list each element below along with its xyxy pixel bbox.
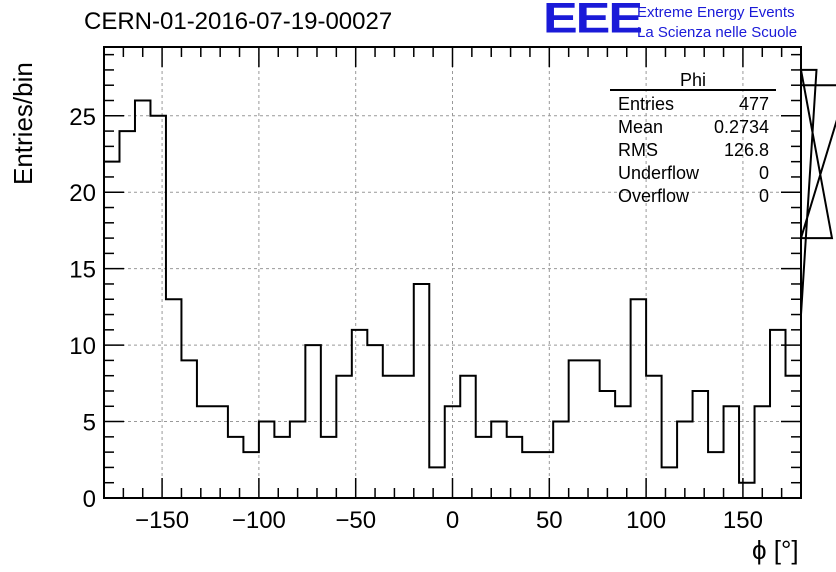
x-tick-label: 100: [626, 507, 666, 534]
histogram-bin: [197, 406, 212, 498]
histogram-bin: [166, 299, 181, 498]
histogram-bin: [414, 284, 429, 498]
y-tick-label: 15: [69, 257, 96, 284]
histogram-bin: [755, 406, 770, 498]
x-tick-label: −150: [135, 507, 189, 534]
histogram-bin: [724, 406, 739, 498]
stats-value-entries: 477: [739, 94, 769, 114]
histogram-bin: [181, 360, 196, 498]
x-tick-label: 0: [446, 507, 459, 534]
histogram-bin: [460, 376, 475, 498]
histogram-bin: [584, 360, 599, 498]
histogram-bin: [476, 437, 491, 498]
histogram-bin: [491, 422, 506, 498]
histogram-bin: [646, 376, 661, 498]
histogram-bin: [662, 467, 677, 498]
stats-label-entries: Entries: [618, 94, 674, 114]
histogram-series: [103, 68, 836, 498]
stats-value-overflow: 0: [759, 186, 769, 206]
y-tick-label: 0: [83, 486, 96, 513]
axis-ticks: [104, 47, 801, 498]
eee-logo: EEE: [543, 0, 643, 43]
histogram-bin: [274, 437, 289, 498]
histogram-bin: [336, 376, 351, 498]
stats-box: Phi Entries 477 Mean 0.2734 RMS 126.8 Un…: [610, 70, 776, 206]
y-tick-label: 5: [83, 410, 96, 437]
histogram-bin: [352, 330, 367, 498]
stats-label-overflow: Overflow: [618, 186, 690, 206]
histogram-bin: [429, 467, 444, 498]
histogram-bin: [615, 406, 630, 498]
grid-lines: [104, 47, 801, 499]
x-tick-label: 150: [723, 507, 763, 534]
stats-label-rms: RMS: [618, 140, 658, 160]
stats-label-underflow: Underflow: [618, 163, 700, 183]
y-tick-label: 25: [69, 104, 96, 131]
stats-value-rms: 126.8: [724, 140, 769, 160]
histogram-bin: [553, 422, 568, 498]
histogram-bin: [321, 437, 336, 498]
histogram-bin: [569, 360, 584, 498]
histogram-bin: [259, 422, 274, 498]
stats-title: Phi: [680, 70, 706, 90]
x-tick-label: −100: [232, 507, 286, 534]
histogram-bin: [290, 422, 305, 498]
x-tick-label: 50: [536, 507, 563, 534]
stats-label-mean: Mean: [618, 117, 663, 137]
x-tick-label: −50: [335, 507, 376, 534]
histogram-bin: [383, 376, 398, 498]
histogram-bin: [398, 376, 413, 498]
logo-line-2: La Scienza nelle Scuole: [637, 24, 798, 41]
histogram-bin: [677, 422, 692, 498]
histogram-bin: [631, 299, 646, 498]
stats-value-mean: 0.2734: [714, 117, 769, 137]
histogram-bin: [135, 101, 150, 498]
histogram-bin: [538, 452, 553, 498]
histogram-bin: [600, 391, 615, 498]
histogram-bin: [212, 406, 227, 498]
histogram-bin: [243, 452, 258, 498]
histogram-bin: [739, 483, 754, 498]
logo-line-1: Extreme Energy Events: [637, 4, 795, 21]
y-tick-label: 20: [69, 180, 96, 207]
x-axis-label: ϕ [°]: [752, 535, 799, 565]
histogram-bin: [693, 391, 708, 498]
stats-value-underflow: 0: [759, 163, 769, 183]
histogram-bin: [770, 330, 785, 498]
histogram-bin: [708, 452, 723, 498]
tick-labels: −150 −100 −50 0 50 100 150 0 5 10 15 20 25: [69, 104, 763, 534]
histogram-bin: [507, 437, 522, 498]
histogram-bin: [228, 437, 243, 498]
plot-title: CERN-01-2016-07-19-00027: [84, 8, 393, 35]
histogram-bin: [305, 345, 320, 498]
histogram-bin: [150, 116, 165, 498]
y-tick-label: 10: [69, 333, 96, 360]
histogram-bin: [119, 131, 134, 498]
